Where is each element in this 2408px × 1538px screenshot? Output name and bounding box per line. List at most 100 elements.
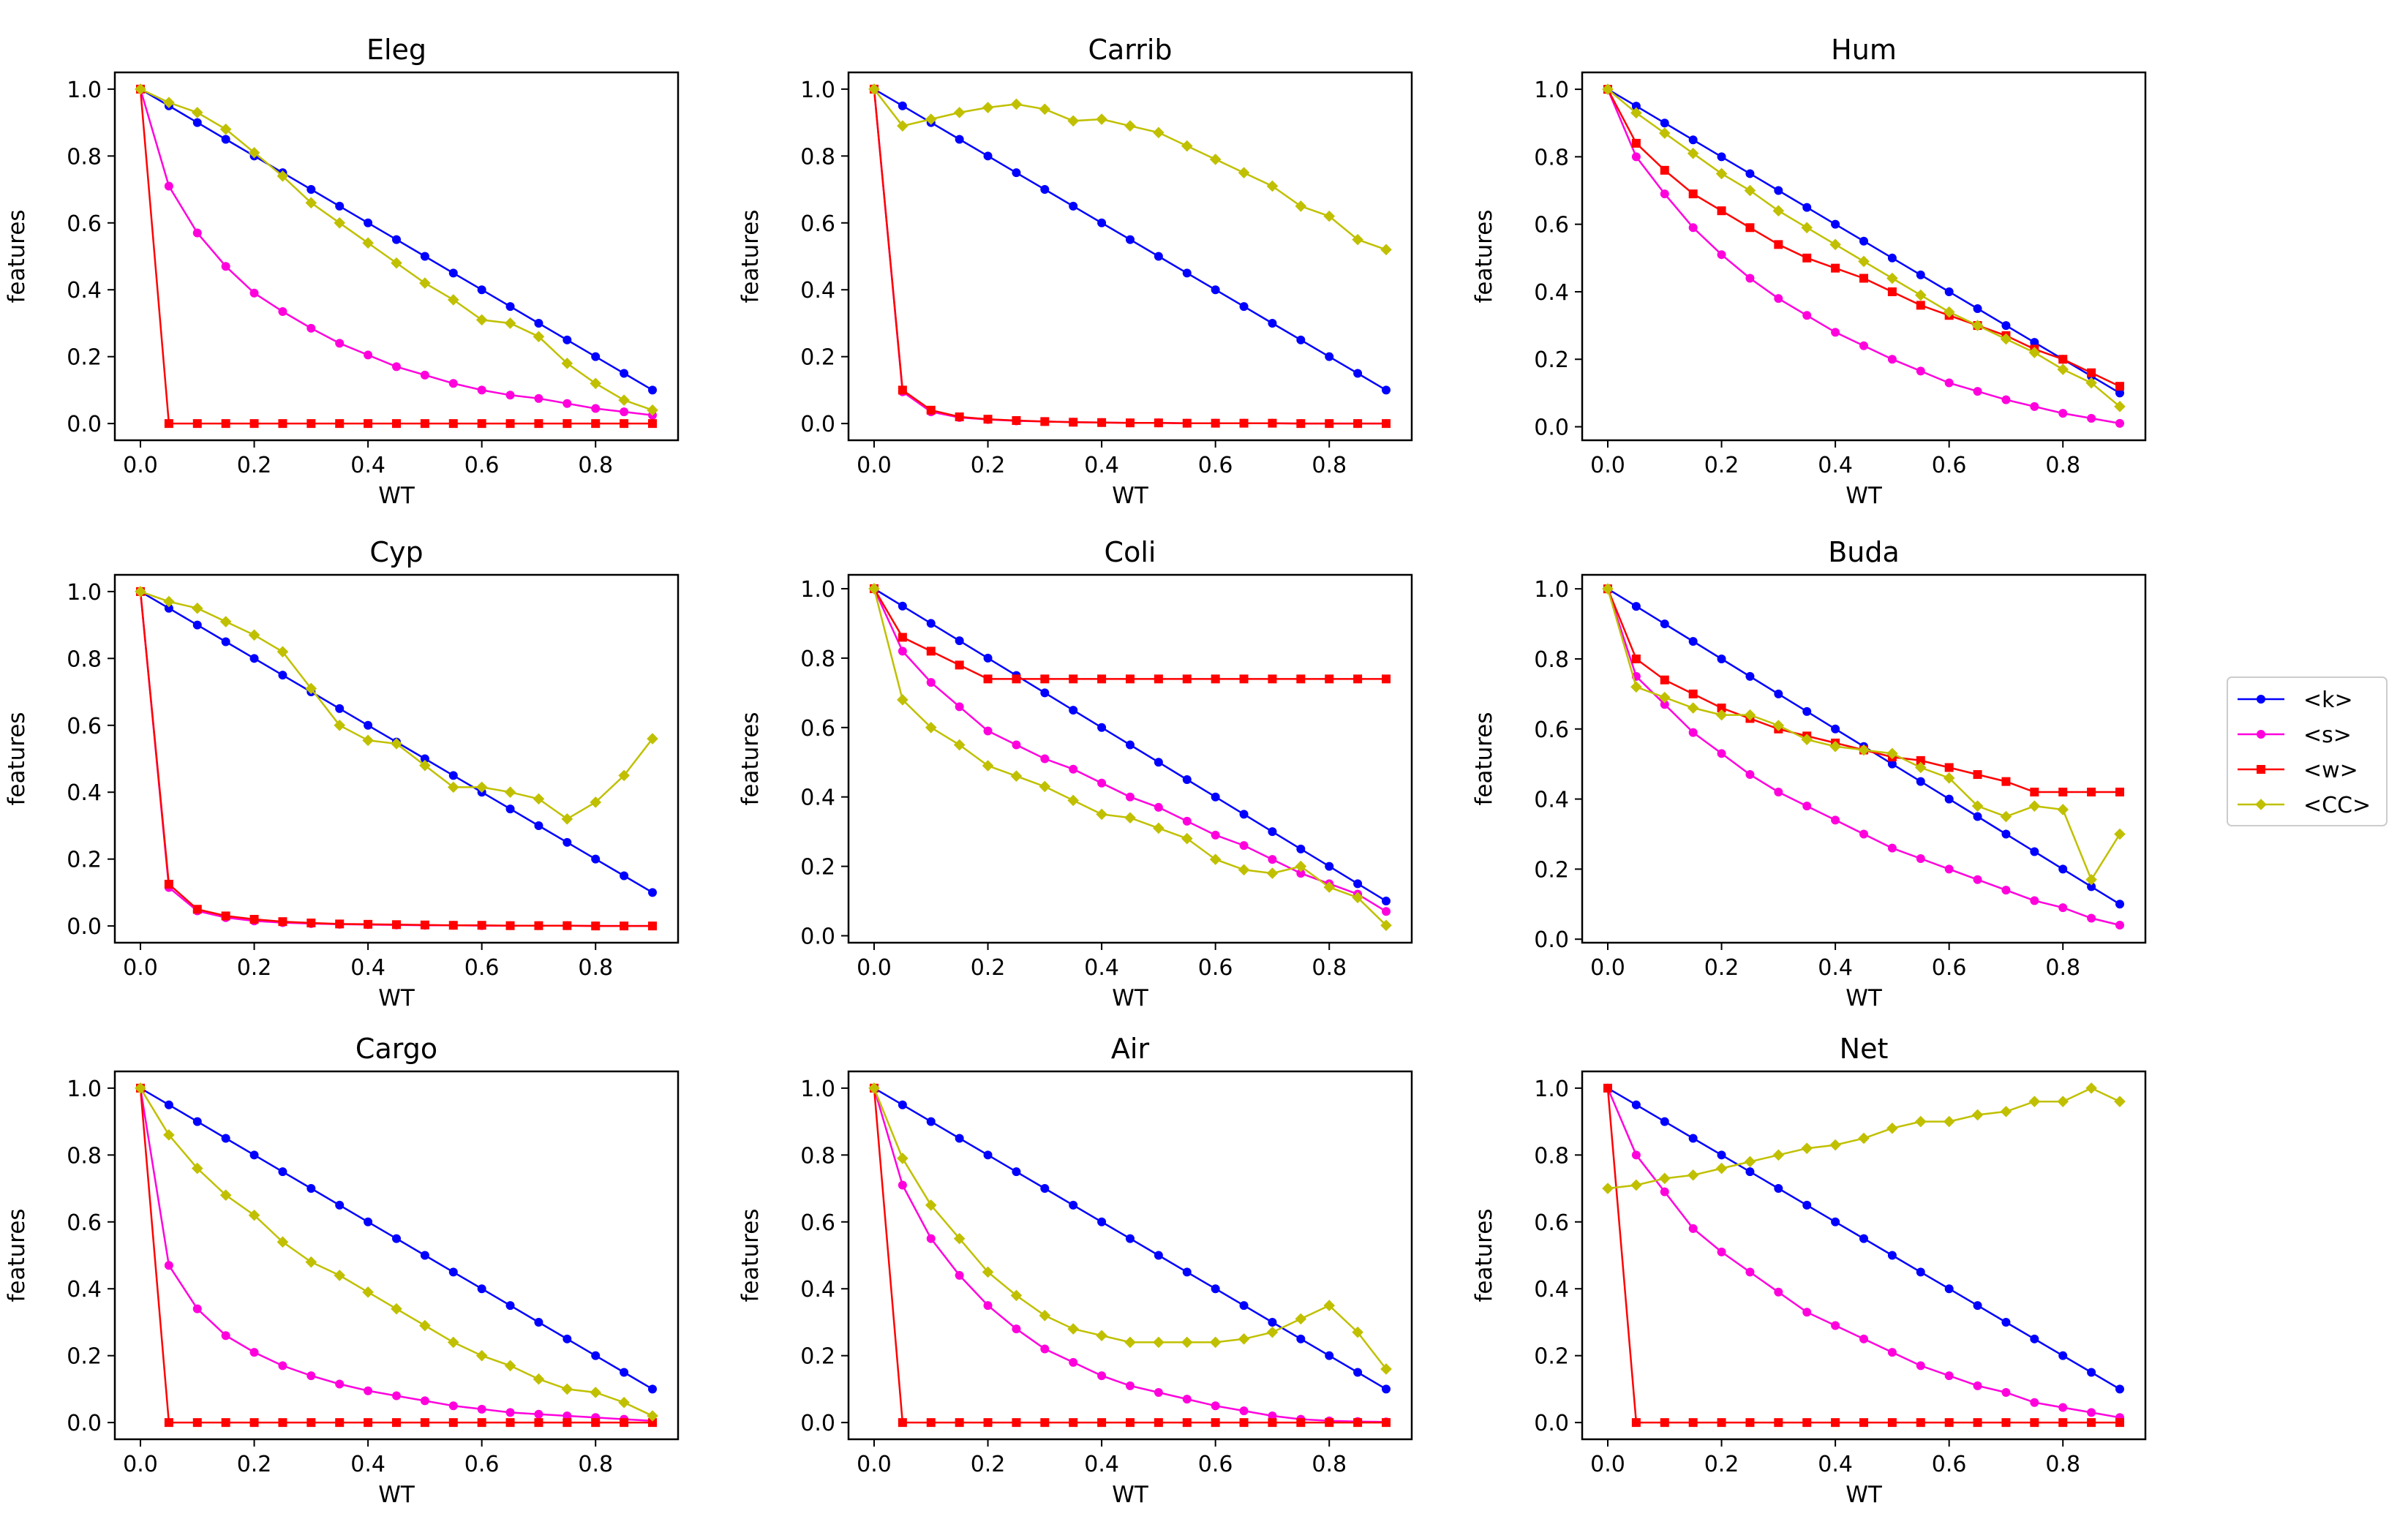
data-point [1745, 1267, 1755, 1277]
data-point [898, 633, 907, 642]
y-tick-label: 0.0 [67, 914, 102, 940]
data-point [2001, 777, 2011, 786]
y-tick-label: 1.0 [1534, 577, 1569, 603]
data-point [2028, 1096, 2041, 1107]
data-point [2057, 363, 2069, 375]
data-point [2087, 414, 2096, 423]
data-point [1859, 829, 1868, 839]
data-point [1631, 1418, 1641, 1428]
y-tick-label: 0.4 [800, 785, 835, 811]
series-k [870, 84, 1391, 395]
series-w [136, 1083, 657, 1428]
data-point [982, 102, 994, 113]
data-point [1124, 1336, 1136, 1349]
data-point [2087, 1408, 2096, 1417]
data-point [420, 1251, 429, 1260]
y-tick-label: 0.2 [800, 345, 835, 371]
data-point [1097, 723, 1107, 732]
legend: <k> <s> <w> <CC> [2227, 676, 2388, 826]
data-point [620, 407, 629, 417]
data-point [1239, 674, 1249, 684]
y-tick-label: 0.8 [800, 144, 835, 170]
data-point [1012, 416, 1021, 426]
data-point [1380, 1363, 1392, 1375]
data-point [1182, 1267, 1192, 1277]
data-point [306, 419, 316, 429]
data-point [505, 391, 515, 400]
y-tick-label: 0.0 [1534, 415, 1569, 441]
data-point [505, 1418, 515, 1428]
data-point [1040, 1418, 1050, 1428]
plot-frame [847, 1070, 1413, 1441]
data-point [898, 647, 907, 656]
data-point [2001, 886, 2011, 895]
data-point [1631, 654, 1641, 663]
data-point [2058, 409, 2068, 418]
data-point [1717, 1418, 1726, 1428]
data-point [563, 837, 572, 847]
data-point [221, 419, 230, 429]
data-point [1182, 268, 1192, 278]
data-point [1352, 1326, 1363, 1338]
x-tick-label: 0.4 [1084, 1452, 1119, 1477]
data-point [1126, 1418, 1135, 1428]
data-point [477, 1404, 486, 1414]
y-axis-label: features [4, 209, 30, 303]
series-w [1603, 1083, 2124, 1428]
x-tick-label: 0.6 [1932, 1452, 1967, 1477]
y-axis-label: features [1471, 1208, 1497, 1302]
x-tick-label: 0.6 [1932, 955, 1967, 981]
data-point [1012, 1324, 1021, 1334]
data-point [1688, 1418, 1698, 1428]
x-tick-label: 0.8 [2045, 453, 2080, 478]
data-point [1296, 335, 1306, 344]
y-tick-label: 0.4 [67, 1277, 102, 1303]
data-point [2030, 847, 2039, 856]
data-point [1380, 244, 1392, 256]
y-tick-label: 1.0 [800, 577, 835, 603]
legend-marker [2257, 730, 2265, 739]
data-point [221, 262, 230, 271]
data-point [1660, 1187, 1669, 1196]
data-point [590, 796, 602, 808]
legend-marker [2257, 695, 2265, 704]
data-point [1688, 1134, 1698, 1143]
data-point [164, 181, 173, 191]
data-point [1325, 1351, 1334, 1360]
data-point [953, 107, 966, 118]
data-point [2087, 368, 2096, 377]
data-point [1973, 770, 1982, 780]
subplot-title: Eleg [366, 34, 426, 66]
data-point [1717, 654, 1726, 663]
x-axis-label: WT [1112, 483, 1149, 509]
data-point [164, 603, 173, 613]
data-point [1154, 802, 1163, 812]
data-point [1660, 189, 1669, 199]
data-point [1154, 252, 1163, 261]
x-tick-label: 0.4 [350, 1452, 385, 1477]
data-point [953, 739, 966, 751]
data-point [448, 1267, 458, 1277]
data-point [1772, 1149, 1785, 1161]
data-point [1067, 794, 1080, 807]
data-point [192, 905, 202, 914]
data-point [2030, 788, 2039, 797]
data-point [1353, 1418, 1363, 1428]
data-point [477, 1284, 486, 1294]
data-point [1097, 1217, 1107, 1226]
subplot-eleg: Eleg 0.0 0.2 0.4 0.6 0.8 0.0 0.2 0.4 0.6 0.8 1.0 WT f… [4, 34, 680, 509]
data-point [898, 385, 907, 395]
series-cc [1602, 583, 2126, 886]
data-point [1239, 1406, 1249, 1416]
data-point [1266, 867, 1279, 879]
data-point [620, 921, 629, 931]
data-point [2001, 829, 2011, 839]
data-point [620, 419, 629, 429]
x-tick-label: 0.0 [1590, 1452, 1625, 1477]
data-point [1831, 1217, 1840, 1226]
data-point [1887, 843, 1897, 853]
legend-marker [2257, 765, 2265, 774]
data-point [1631, 1150, 1641, 1160]
